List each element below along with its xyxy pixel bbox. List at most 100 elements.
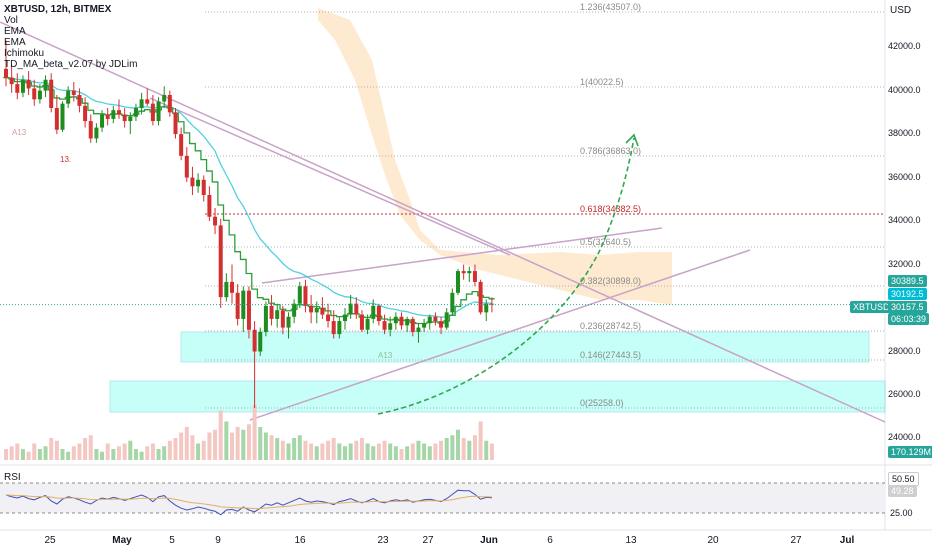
candle-body <box>297 286 302 304</box>
volume-bar <box>179 432 184 460</box>
fib-label: 1(40022.5) <box>580 77 624 87</box>
volume-bar <box>354 440 359 460</box>
candle-body <box>376 305 381 322</box>
volume-bar <box>337 443 342 460</box>
volume-bar <box>263 432 268 460</box>
price-tick-label: 34000.0 <box>888 215 921 226</box>
candle-body <box>71 90 76 95</box>
candle-body <box>439 321 444 328</box>
indicator-volume[interactable]: Vol <box>4 15 18 26</box>
volume-bar <box>15 443 20 460</box>
candle-body <box>133 108 138 117</box>
candle-body <box>382 321 387 330</box>
volume-bar <box>54 440 59 460</box>
candle-body <box>83 105 88 122</box>
candle-body <box>286 316 291 328</box>
axis-currency: USD <box>890 5 912 16</box>
indicator-ichimoku[interactable]: Ichimoku <box>4 48 45 59</box>
volume-bar <box>9 446 14 460</box>
candle-body <box>37 90 42 100</box>
candle-body <box>326 314 331 322</box>
date-tick-label: 23 <box>377 535 389 546</box>
fib-label: 0(25258.0) <box>580 398 624 408</box>
candle-body <box>478 281 483 313</box>
volume-bar <box>320 443 325 460</box>
fib-label: 0.786(36863.0) <box>580 146 641 156</box>
channel-bottom-line <box>249 249 751 421</box>
candle-body <box>145 99 150 104</box>
candle-body <box>348 303 353 315</box>
candle-body <box>32 88 37 100</box>
volume-bar <box>26 451 31 460</box>
volume-bar <box>410 443 415 460</box>
candle-body <box>218 225 223 298</box>
candle-body <box>416 327 421 332</box>
ema-slow-line <box>5 76 492 318</box>
volume-bar <box>416 440 421 460</box>
candle-body <box>269 305 274 319</box>
candle-body <box>456 271 460 293</box>
volume-bar <box>49 438 54 460</box>
volume-bar <box>173 438 178 460</box>
volume-bar <box>60 449 65 460</box>
candle-body <box>196 179 201 187</box>
volume-bar <box>32 443 37 460</box>
volume-bar <box>314 446 319 460</box>
volume-bars <box>4 405 494 460</box>
countdown-badge: 06:03:39 <box>888 313 930 325</box>
candle-body <box>393 316 398 324</box>
projection-arrow-head <box>625 133 639 147</box>
volume-bar <box>133 449 138 460</box>
volume-bar <box>269 435 274 460</box>
volume-bar <box>382 440 387 460</box>
date-tick-label: Jul <box>839 535 855 546</box>
candle-body <box>331 321 336 335</box>
fib-label: 0.382(30898.0) <box>580 276 641 286</box>
candle-body <box>399 316 404 326</box>
fib-label: 0.236(28742.5) <box>580 321 641 331</box>
candle-body <box>246 290 251 330</box>
volume-bar <box>77 443 82 460</box>
date-tick-label: 6 <box>547 535 553 546</box>
candle-body <box>167 94 172 113</box>
candle-body <box>230 281 234 293</box>
volume-bar <box>427 446 432 460</box>
price-tick-label: 36000.0 <box>888 171 921 182</box>
candle-body <box>427 316 432 324</box>
candle-body <box>105 114 110 119</box>
volume-bar <box>111 449 116 460</box>
fib-label: 1.236(43507.0) <box>580 2 641 12</box>
candle-body <box>190 177 195 187</box>
volume-bar <box>190 435 195 460</box>
candle-body <box>150 103 155 122</box>
candle-body <box>489 303 494 305</box>
candle-body <box>320 308 325 315</box>
candle-body <box>111 110 116 119</box>
volume-bar <box>405 446 410 460</box>
volume-bar <box>145 446 150 460</box>
candle-body <box>66 90 71 104</box>
volume-bar <box>478 421 483 460</box>
indicator-ema-2[interactable]: EMA <box>4 37 26 48</box>
volume-bar <box>213 429 218 460</box>
candle-body <box>9 77 14 85</box>
volume-bar <box>472 435 477 460</box>
candle-body <box>179 134 184 156</box>
candle-body <box>88 121 93 139</box>
indicator-ema-1[interactable]: EMA <box>4 26 26 37</box>
indicator-td[interactable]: TD_MA_beta_v2.07 by JDLim <box>4 59 138 70</box>
volume-bar <box>439 440 444 460</box>
candle-body <box>224 281 229 298</box>
volume-bar <box>167 440 172 460</box>
candle-body <box>77 94 82 106</box>
volume-bar <box>456 429 460 460</box>
volume-bar <box>139 451 144 460</box>
candle-body <box>128 116 133 122</box>
price-tick-label: 42000.0 <box>888 41 921 52</box>
last-price-badge: 30157.5 <box>888 301 927 313</box>
price-tick-label: 28000.0 <box>888 345 921 356</box>
rsi-value-badge: 50.50 <box>888 472 919 486</box>
volume-bar <box>230 432 234 460</box>
volume-badge: 170.129M <box>888 446 932 458</box>
